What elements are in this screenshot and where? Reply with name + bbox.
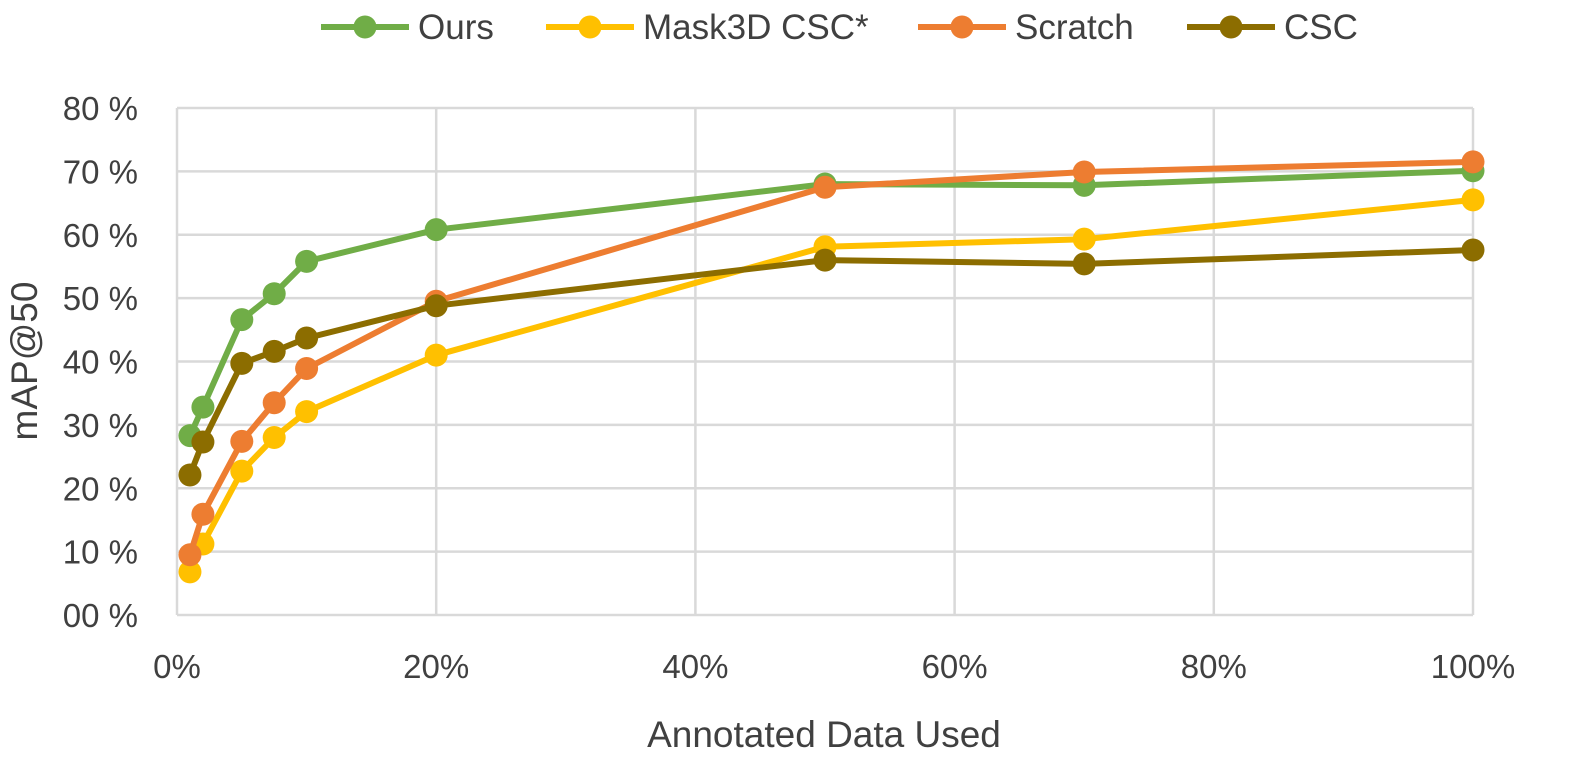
chart-legend: Ours Mask3D CSC* Scratch CSC <box>321 8 1358 47</box>
data-point-scratch <box>813 175 837 199</box>
legend-item-scratch: Scratch <box>918 8 1134 47</box>
y-tick-label: 20 % <box>63 470 138 507</box>
data-point-scratch <box>1072 160 1096 184</box>
series-line-ours <box>187 167 1476 439</box>
data-point-mask3d-csc <box>1072 227 1096 251</box>
data-point-csc <box>813 248 837 272</box>
legend-label: CSC <box>1284 8 1358 47</box>
data-point-scratch <box>1461 150 1485 174</box>
data-point-csc <box>191 430 215 454</box>
x-tick-label: 20% <box>403 648 469 685</box>
data-point-scratch <box>191 502 215 526</box>
legend-item-ours: Ours <box>321 8 494 47</box>
y-tick-label: 40 % <box>63 344 138 381</box>
y-tick-label: 80 % <box>63 90 138 127</box>
data-point-csc <box>1461 238 1485 262</box>
data-point-csc <box>230 351 254 375</box>
data-point-csc <box>1072 252 1096 276</box>
legend-swatch-marker <box>578 15 602 39</box>
data-point-csc <box>178 463 202 487</box>
series-csc <box>178 238 1485 487</box>
data-point-ours <box>191 395 215 419</box>
x-tick-label: 40% <box>662 648 728 685</box>
x-tick-label: 100% <box>1431 648 1515 685</box>
data-point-mask3d-csc <box>230 459 254 483</box>
y-tick-label: 70 % <box>63 153 138 190</box>
data-point-ours <box>424 218 448 242</box>
data-point-csc <box>295 326 319 350</box>
legend-label: Scratch <box>1015 8 1134 47</box>
chart-grid <box>175 106 1475 617</box>
x-tick-label: 80% <box>1181 648 1247 685</box>
data-point-csc <box>262 339 286 363</box>
data-point-ours <box>230 308 254 332</box>
y-tick-label: 00 % <box>63 597 138 634</box>
y-axis-title: mAP@50 <box>4 282 45 441</box>
y-tick-label: 10 % <box>63 534 138 571</box>
y-tick-label: 60 % <box>63 217 138 254</box>
y-axis-ticks: 00 % 10 % 20 % 30 % 40 % 50 % 60 % 70 % 80 % <box>63 90 138 634</box>
series-mask3d-csc <box>178 188 1485 584</box>
data-point-scratch <box>230 429 254 453</box>
legend-swatch-marker <box>1219 15 1243 39</box>
data-point-ours <box>262 282 286 306</box>
data-point-scratch <box>262 391 286 415</box>
x-tick-label: 60% <box>922 648 988 685</box>
data-point-ours <box>295 249 319 273</box>
y-tick-label: 30 % <box>63 407 138 444</box>
legend-item-mask3d-csc: Mask3D CSC* <box>546 8 869 47</box>
legend-label: Ours <box>418 8 494 47</box>
legend-swatch-marker <box>950 15 974 39</box>
legend-label: Mask3D CSC* <box>643 8 869 47</box>
x-axis-ticks: 0% 20% 40% 60% 80% 100% <box>153 648 1515 685</box>
chart-series <box>178 150 1485 584</box>
y-tick-label: 50 % <box>63 280 138 317</box>
series-ours <box>178 159 1485 448</box>
data-point-mask3d-csc <box>1461 188 1485 212</box>
data-point-csc <box>424 294 448 318</box>
data-point-mask3d-csc <box>424 343 448 367</box>
legend-item-csc: CSC <box>1187 8 1358 47</box>
data-point-mask3d-csc <box>262 426 286 450</box>
x-tick-label: 0% <box>153 648 201 685</box>
x-axis-title: Annotated Data Used <box>647 714 1001 755</box>
data-point-mask3d-csc <box>295 400 319 424</box>
data-point-mask3d-csc <box>178 560 202 584</box>
legend-swatch-marker <box>353 15 377 39</box>
data-point-scratch <box>295 356 319 380</box>
data-point-scratch <box>178 543 202 567</box>
series-scratch <box>178 150 1485 567</box>
